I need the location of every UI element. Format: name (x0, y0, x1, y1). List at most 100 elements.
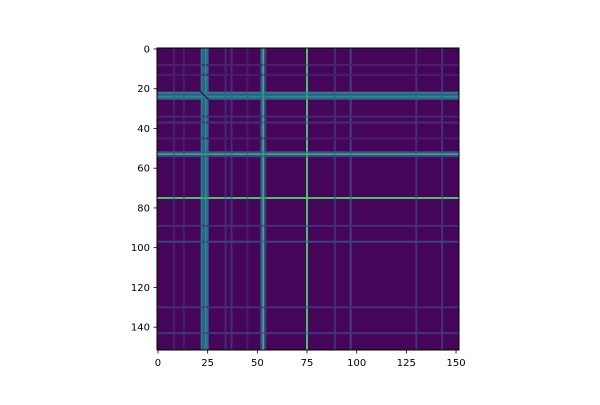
heatmap-cell (204, 115, 207, 118)
heatmap-cell (441, 153, 444, 156)
heatmap-cell (224, 197, 227, 199)
heatmap-cell (262, 115, 265, 118)
heatmap-cell (206, 151, 209, 154)
heatmap-cell (441, 197, 444, 199)
heatmap-cell (204, 91, 207, 94)
heatmap-cell (306, 153, 308, 156)
heatmap-cell (200, 63, 203, 66)
heatmap-cell (204, 155, 207, 158)
heatmap-cell (306, 155, 308, 158)
heatmap-cell (206, 91, 209, 94)
heatmap-cell (262, 97, 265, 100)
heatmap-cell (262, 151, 265, 154)
x-tick-label: 25 (201, 358, 214, 369)
axis-ticks: 0 25 50 75 100 125 150 0 20 40 60 80 100 120 140 (131, 44, 466, 369)
heatmap-cell (306, 137, 308, 140)
heatmap-cell (206, 95, 209, 98)
heatmap-cell (172, 197, 175, 199)
heatmap-cell (200, 153, 203, 156)
y-tick-label: 0 (144, 44, 150, 55)
heatmap-cell (200, 306, 203, 309)
heatmap-diagonal (196, 87, 210, 101)
heatmap-cell (182, 197, 185, 199)
heatmap-cell (200, 240, 203, 243)
heatmap-cell (262, 63, 265, 66)
heatmap-cell (204, 73, 207, 76)
heatmap-cell (262, 153, 265, 156)
heatmap-cell (230, 197, 233, 199)
y-tick-label: 140 (131, 323, 150, 334)
x-tick-label: 150 (446, 358, 465, 369)
y-tick-label: 120 (131, 283, 150, 294)
heatmap-cell (306, 115, 308, 118)
heatmap-cell (246, 91, 249, 94)
heatmap-cell (306, 63, 308, 66)
heatmap-cell (200, 155, 203, 158)
heatmap-cell (206, 197, 209, 199)
heatmap-cell (206, 93, 209, 96)
heatmap-cell (264, 153, 267, 156)
heatmap-cell (200, 151, 203, 154)
heatmap-cell (200, 95, 203, 98)
heatmap-cell (204, 93, 207, 96)
heatmap-cell (202, 153, 205, 156)
heatmap-cell (306, 332, 308, 335)
y-tick-label: 40 (137, 124, 150, 135)
heatmap-cell (200, 137, 203, 140)
x-tick-label: 0 (155, 358, 161, 369)
heatmap-cell (172, 153, 175, 156)
heatmap-cell (202, 91, 205, 94)
heatmap-cell (204, 332, 207, 335)
heatmap-cell (204, 137, 207, 140)
heatmap-cell (172, 91, 175, 94)
heatmap-cell (182, 153, 185, 156)
heatmap-cell (202, 95, 205, 98)
heatmap-cell (306, 91, 308, 94)
heatmap-cell (200, 332, 203, 335)
x-tick-label: 50 (251, 358, 264, 369)
heatmap-cell (204, 121, 207, 124)
heatmap-cell (262, 95, 265, 98)
heatmap-cell (260, 153, 263, 156)
heatmap-cell (262, 197, 265, 199)
heatmap-cell (349, 153, 352, 156)
heatmap-cell (246, 95, 249, 98)
heatmap-cell (415, 91, 418, 94)
heatmap-cell (204, 97, 207, 100)
heatmap-cell (230, 95, 233, 98)
y-tick-label: 20 (137, 84, 150, 95)
heatmap-cell (224, 91, 227, 94)
heatmap-cell (306, 121, 308, 124)
heatmap-cell (262, 93, 265, 96)
heatmap-cell (200, 121, 203, 124)
heatmap-cell (204, 197, 207, 199)
heatmap-cell (333, 95, 336, 98)
heatmap-cell (260, 91, 263, 94)
x-tick-label: 100 (347, 358, 366, 369)
heatmap-cell (182, 95, 185, 98)
heatmap-cell (260, 95, 263, 98)
heatmap-cell (260, 197, 263, 199)
heatmap-cell (202, 97, 205, 100)
heatmap-cell (441, 95, 444, 98)
heatmap-cell (200, 97, 203, 100)
heatmap-cell (200, 224, 203, 227)
heatmap-cell (260, 97, 263, 100)
heatmap-cell (246, 153, 249, 156)
y-tick-label: 80 (137, 203, 150, 214)
heatmap-cell (202, 197, 205, 199)
heatmap-cell (415, 95, 418, 98)
heatmap-cell (172, 95, 175, 98)
heatmap-cell (306, 93, 308, 96)
heatmap-cell (230, 91, 233, 94)
heatmap-cell (262, 155, 265, 158)
heatmap-cell (262, 91, 265, 94)
x-tick-label: 75 (301, 358, 314, 369)
heatmap-cell (415, 197, 418, 199)
heatmap-cell (204, 224, 207, 227)
heatmap-cell (224, 153, 227, 156)
heatmap-cell (441, 91, 444, 94)
heatmap-cell (333, 197, 336, 199)
heatmap-cell (333, 91, 336, 94)
